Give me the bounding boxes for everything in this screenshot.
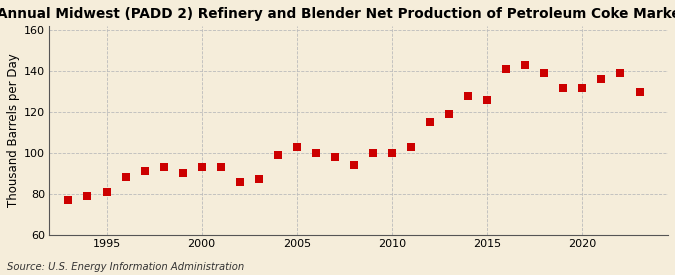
Point <box>63 198 74 202</box>
Point <box>292 145 302 149</box>
Point <box>634 89 645 94</box>
Point <box>425 120 435 125</box>
Point <box>520 63 531 67</box>
Y-axis label: Thousand Barrels per Day: Thousand Barrels per Day <box>7 54 20 207</box>
Point <box>234 179 245 184</box>
Point <box>82 194 93 198</box>
Point <box>596 77 607 82</box>
Title: Annual Midwest (PADD 2) Refinery and Blender Net Production of Petroleum Coke Ma: Annual Midwest (PADD 2) Refinery and Ble… <box>0 7 675 21</box>
Point <box>558 85 569 90</box>
Point <box>215 165 226 169</box>
Point <box>482 98 493 102</box>
Point <box>406 145 416 149</box>
Point <box>443 112 454 116</box>
Point <box>329 155 340 159</box>
Point <box>310 151 321 155</box>
Point <box>615 71 626 75</box>
Point <box>368 151 379 155</box>
Text: Source: U.S. Energy Information Administration: Source: U.S. Energy Information Administ… <box>7 262 244 272</box>
Point <box>539 71 549 75</box>
Point <box>139 169 150 174</box>
Point <box>120 175 131 180</box>
Point <box>387 151 398 155</box>
Point <box>178 171 188 175</box>
Point <box>577 85 588 90</box>
Point <box>101 189 112 194</box>
Point <box>501 67 512 72</box>
Point <box>158 165 169 169</box>
Point <box>348 163 359 167</box>
Point <box>463 94 474 98</box>
Point <box>196 165 207 169</box>
Point <box>253 177 264 182</box>
Point <box>273 153 284 157</box>
